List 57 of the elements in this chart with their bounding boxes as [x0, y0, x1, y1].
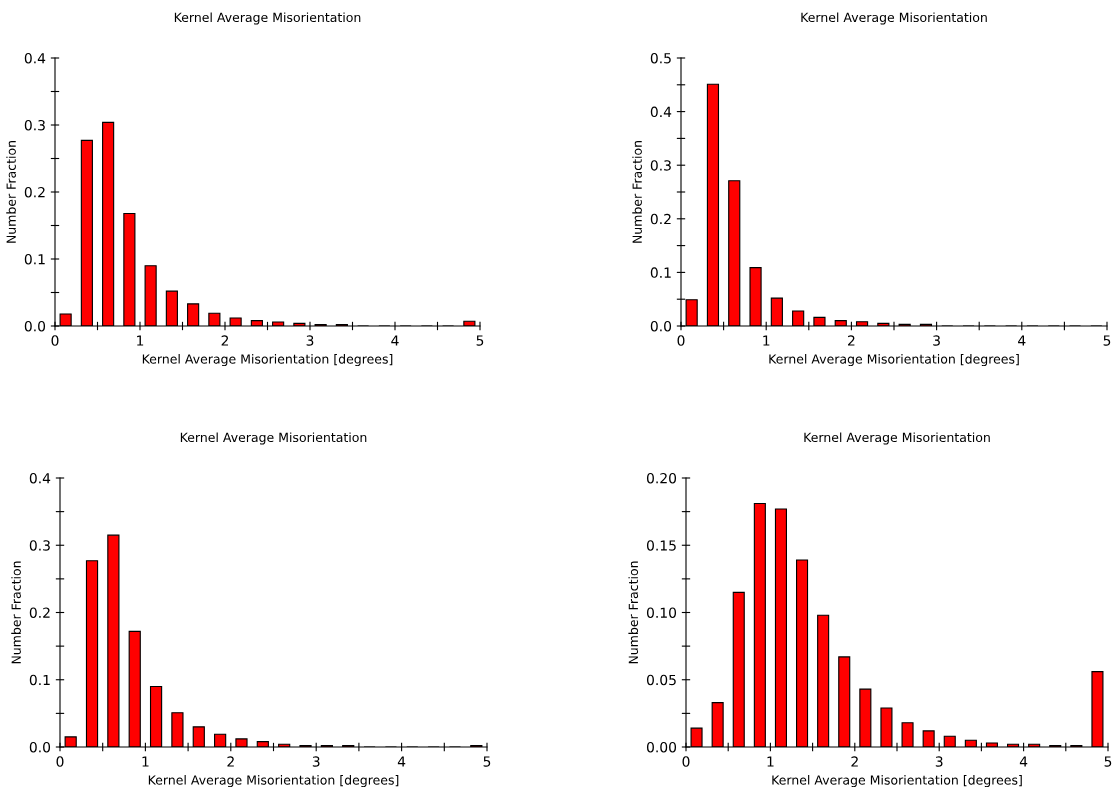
- y-tick-label: 0.2: [650, 213, 671, 225]
- x-tick-label: 3: [933, 335, 940, 346]
- x-tick-label: 4: [391, 335, 399, 346]
- x-tick-label: 5: [476, 335, 484, 346]
- x-tick-label: 1: [767, 756, 774, 767]
- y-axis-title: Number Fraction: [6, 141, 16, 243]
- x-tick-label: 0: [56, 756, 64, 767]
- x-axis-title: Kernel Average Misorientation [degrees]: [769, 354, 1019, 367]
- x-tick-label: 2: [221, 335, 229, 346]
- x-tick-label: 2: [851, 756, 858, 767]
- y-tick-label: 0.15: [646, 540, 676, 551]
- x-tick-label: 0: [51, 335, 59, 346]
- y-tick-label: 0.3: [24, 119, 45, 131]
- x-tick-label: 4: [397, 756, 406, 767]
- y-tick-label: 0.1: [24, 253, 45, 265]
- x-tick-label: 3: [306, 335, 314, 346]
- y-tick-label: 0.4: [650, 106, 672, 118]
- y-axis-title: Number Fraction: [632, 141, 642, 243]
- y-tick-label: 0.05: [646, 674, 676, 686]
- y-axis-title: Number Fraction: [11, 561, 21, 664]
- x-tick-label: 1: [142, 756, 149, 767]
- y-axis-title: Number Fraction: [628, 561, 639, 664]
- x-tick-label: 0: [677, 335, 685, 346]
- x-tick-label: 1: [137, 335, 144, 346]
- y-tick-label: 0.4: [29, 472, 51, 484]
- chart-title: Kernel Average Misorientation: [801, 12, 987, 25]
- y-tick-label: 0.2: [29, 607, 50, 618]
- y-tick-label: 0.3: [650, 160, 671, 171]
- y-tick-label: 0.0: [29, 741, 51, 753]
- y-tick-label: 0.20: [646, 472, 677, 484]
- x-tick-label: 3: [312, 756, 320, 767]
- x-tick-label: 5: [1104, 756, 1112, 767]
- y-tick-label: 0.0: [650, 320, 672, 332]
- x-tick-label: 5: [1103, 335, 1111, 346]
- x-axis-title: Kernel Average Misorientation [degrees]: [142, 354, 393, 367]
- x-axis-title: Kernel Average Misorientation [degrees]: [148, 775, 399, 788]
- y-tick-label: 0.00: [646, 741, 677, 753]
- x-tick-label: 4: [1018, 335, 1026, 346]
- x-axis-title: Kernel Average Misorientation [degrees]: [772, 775, 1022, 788]
- y-tick-label: 0.1: [650, 267, 671, 278]
- chart-title: Kernel Average Misorientation: [174, 12, 361, 25]
- x-tick-label: 1: [763, 335, 770, 346]
- x-tick-label: 3: [935, 756, 943, 767]
- y-tick-label: 0.0: [24, 320, 46, 332]
- x-tick-label: 0: [682, 756, 690, 767]
- x-tick-label: 4: [1019, 756, 1028, 767]
- x-tick-label: 5: [483, 756, 491, 767]
- y-tick-label: 0.10: [646, 607, 677, 618]
- y-tick-label: 0.3: [29, 540, 50, 551]
- x-tick-label: 2: [227, 756, 234, 767]
- y-tick-label: 0.4: [24, 52, 46, 64]
- chart-title: Kernel Average Misorientation: [180, 432, 367, 445]
- y-tick-label: 0.5: [650, 52, 671, 64]
- y-tick-label: 0.1: [29, 674, 50, 686]
- y-tick-label: 0.2: [24, 186, 45, 198]
- chart-title: Kernel Average Misorientation: [804, 432, 990, 445]
- x-tick-label: 2: [848, 335, 855, 346]
